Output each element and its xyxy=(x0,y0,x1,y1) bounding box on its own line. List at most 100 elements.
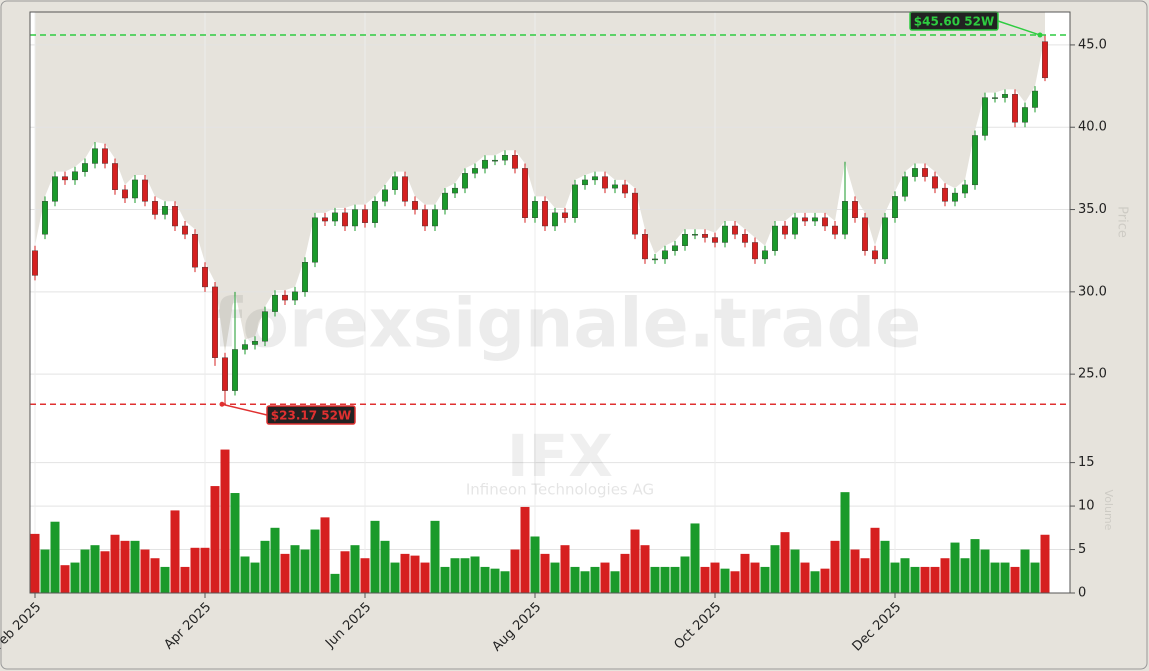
candle-body xyxy=(452,187,458,194)
volume-bar xyxy=(950,542,960,593)
candle-body xyxy=(812,217,818,222)
volume-bar xyxy=(30,533,40,593)
candle-body xyxy=(212,286,218,358)
volume-bar xyxy=(820,568,830,593)
candle-body xyxy=(402,176,408,202)
volume-bar xyxy=(250,562,260,593)
volume-bar xyxy=(300,549,310,593)
volume-bar xyxy=(420,562,430,593)
volume-bar xyxy=(610,571,620,593)
candle-body xyxy=(562,212,568,218)
candle-body xyxy=(632,192,638,235)
candle-body xyxy=(242,344,248,350)
volume-bar xyxy=(40,549,50,593)
volume-bar xyxy=(1000,562,1010,593)
candle-body xyxy=(482,159,488,169)
volume-bar xyxy=(160,566,170,593)
volume-bar xyxy=(960,558,970,593)
ref-label: $45.60 52W xyxy=(914,15,994,29)
volume-bar xyxy=(810,571,820,593)
candle-body xyxy=(692,234,698,236)
candle-body xyxy=(662,250,668,260)
volume-bar xyxy=(240,556,250,593)
candle-body xyxy=(992,97,998,99)
volume-bar xyxy=(930,566,940,593)
candle-body xyxy=(512,155,518,169)
candle-body xyxy=(842,201,848,235)
volume-bar xyxy=(1030,562,1040,593)
candle-body xyxy=(382,189,388,202)
candle-body xyxy=(622,184,628,194)
candle-body xyxy=(782,225,788,235)
volume-bar xyxy=(460,558,470,593)
volume-bar xyxy=(850,549,860,593)
candle-body xyxy=(942,187,948,202)
candle-body xyxy=(372,201,378,223)
candle-body xyxy=(792,217,798,235)
candle-body xyxy=(52,176,58,202)
volume-bar xyxy=(840,492,850,593)
candle-body xyxy=(82,163,88,172)
candle-body xyxy=(702,234,708,238)
candle-body xyxy=(922,168,928,177)
candle-body xyxy=(362,209,368,223)
candle-body xyxy=(532,201,538,218)
candle-body xyxy=(712,237,718,243)
candle-body xyxy=(732,225,738,235)
candle-body xyxy=(892,196,898,218)
volume-bar xyxy=(500,571,510,593)
volume-bar xyxy=(540,553,550,593)
candle-body xyxy=(752,242,758,260)
candle-body xyxy=(832,225,838,235)
candle-body xyxy=(92,148,98,164)
candle-body xyxy=(952,192,958,202)
volume-bar xyxy=(260,540,270,593)
volume-bar xyxy=(350,545,360,593)
candle-body xyxy=(462,173,468,189)
candle-body xyxy=(432,209,438,227)
candle-body xyxy=(312,217,318,263)
ref-label-box xyxy=(266,405,356,425)
candle-body xyxy=(232,349,238,391)
volume-bar xyxy=(910,566,920,593)
volume-bar xyxy=(900,558,910,593)
y-tick-label: 35.0 xyxy=(1078,202,1107,217)
candle-body xyxy=(72,171,78,181)
candle-body xyxy=(352,209,358,227)
watermark: forexsignale.trade xyxy=(213,285,922,364)
y-tick-label: 30.0 xyxy=(1078,284,1107,299)
candle-body xyxy=(672,245,678,251)
candle-body xyxy=(932,176,938,189)
candle-body xyxy=(612,184,618,189)
volume-bar xyxy=(970,539,980,593)
candle-body xyxy=(582,179,588,186)
candle-body xyxy=(912,168,918,177)
candle-body xyxy=(342,212,348,227)
candle-body xyxy=(802,217,808,222)
volume-bar xyxy=(290,545,300,593)
candle-body xyxy=(62,176,68,181)
candle-body xyxy=(132,179,138,199)
volume-bar xyxy=(110,534,120,593)
volume-bar xyxy=(550,562,560,593)
volume-bar xyxy=(440,566,450,593)
candle-body xyxy=(422,209,428,227)
candle-body xyxy=(1002,94,1008,98)
volume-bar xyxy=(150,558,160,593)
candle-body xyxy=(322,217,328,222)
candle-body xyxy=(762,250,768,260)
volume-bar xyxy=(480,566,490,593)
volume-bar xyxy=(680,556,690,593)
candle-body xyxy=(982,97,988,136)
candle-body xyxy=(102,148,108,164)
candle-body xyxy=(882,217,888,260)
candle-body xyxy=(162,206,168,215)
volume-bar xyxy=(90,545,100,593)
volume-bar xyxy=(890,562,900,593)
candle-body xyxy=(572,184,578,218)
volume-bar xyxy=(360,558,370,593)
ref-arrow-head xyxy=(1037,32,1043,38)
volume-bar xyxy=(870,527,880,593)
plot-border xyxy=(29,11,1071,594)
volume-bar xyxy=(560,545,570,593)
